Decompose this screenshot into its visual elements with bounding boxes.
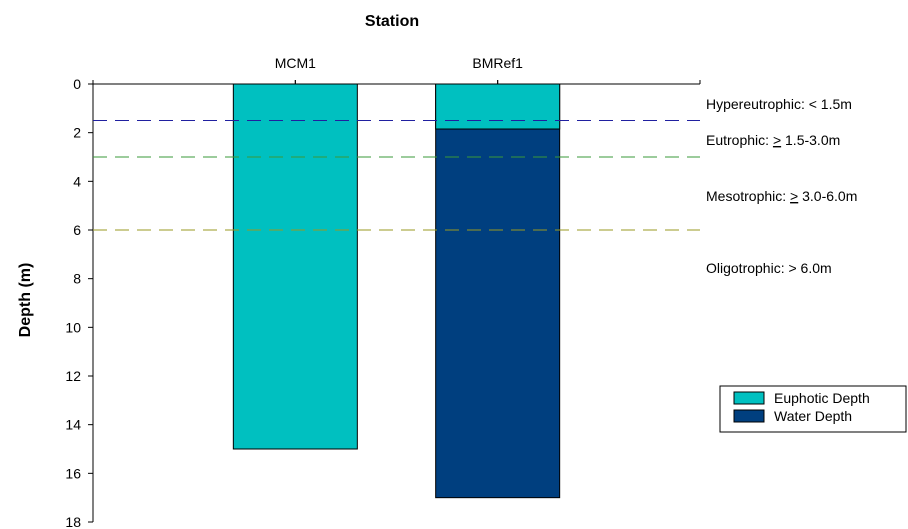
y-axis-label: Depth (m) (17, 263, 34, 338)
bar-water-depth-bmref1 (435, 83, 561, 499)
zone-label: Eutrophic: > 1.5-3.0m (706, 132, 840, 148)
y-tick-label: 8 (73, 271, 81, 287)
chart-title: Station (365, 13, 419, 30)
y-tick-label: 16 (65, 465, 81, 481)
legend-box (719, 385, 907, 433)
y-tick-label: 14 (65, 417, 81, 433)
legend-label: Euphotic Depth (774, 390, 870, 406)
bar-euphotic-depth-bmref1 (435, 83, 561, 130)
plot-area: 0 2 4 6 8 10 12 14 16 18 MCM1 BMRef1 Hypereutrophic:… (65, 55, 857, 529)
legend-label: Water Depth (774, 408, 852, 424)
y-tick-label: 2 (73, 125, 81, 141)
zone-label: Oligotrophic: > 6.0m (706, 260, 832, 276)
x-category-label-mcm1: MCM1 (275, 55, 316, 71)
y-tick-label: 10 (65, 319, 81, 335)
y-tick-label: 6 (73, 222, 81, 238)
zone-label: Hypereutrophic: < 1.5m (706, 96, 852, 112)
legend: Euphotic Depth Water Depth (719, 385, 907, 433)
y-tick-label: 4 (73, 173, 81, 189)
legend-swatch (733, 391, 765, 405)
zone-label: Mesotrophic: > 3.0-6.0m (706, 188, 857, 204)
y-tick-label: 0 (73, 76, 81, 92)
y-tick-label: 12 (65, 368, 81, 384)
bar-euphotic-depth-mcm1 (232, 83, 358, 450)
y-tick-label: 18 (65, 514, 81, 529)
x-category-label-bmref1: BMRef1 (472, 55, 523, 71)
legend-swatch (733, 409, 765, 423)
